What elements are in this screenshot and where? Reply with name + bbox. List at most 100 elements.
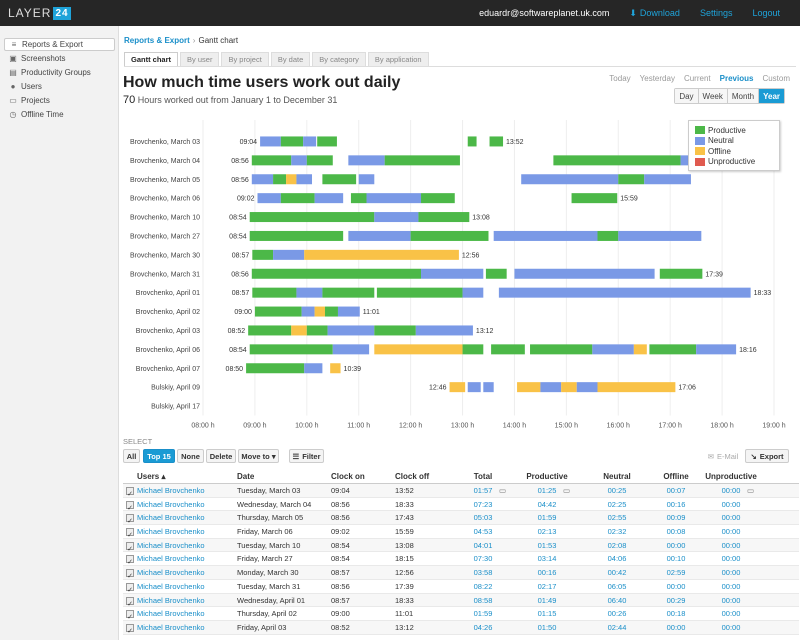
row-checkbox[interactable]: ✓ [126, 596, 134, 608]
table-cell[interactable]: 04:06 [607, 554, 627, 564]
gantt-segment[interactable] [374, 325, 416, 336]
user-email[interactable]: eduardr@softwareplanet.uk.com [479, 8, 610, 18]
column-header[interactable]: Date [237, 472, 255, 481]
gantt-segment[interactable] [337, 306, 360, 317]
table-cell[interactable]: Michael Brovchenko [137, 527, 205, 537]
table-cell[interactable]: 01:59 [537, 513, 557, 523]
table-cell[interactable]: 08:22 [473, 581, 493, 591]
report-tab[interactable]: By date [270, 52, 311, 66]
gantt-segment[interactable] [483, 382, 494, 393]
gantt-segment[interactable] [571, 193, 618, 204]
sidebar-item[interactable]: ▣ Screenshots [4, 52, 115, 65]
table-cell[interactable]: 00:29 [666, 595, 686, 605]
gantt-segment[interactable] [618, 230, 702, 241]
table-row[interactable]: ✓ Michael Brovchenko Friday, April 03 08:52… [123, 620, 799, 635]
gantt-segment[interactable] [633, 344, 647, 355]
gantt-segment[interactable] [306, 155, 333, 166]
gantt-segment[interactable] [618, 174, 645, 185]
table-cell[interactable]: 00:18 [666, 609, 686, 619]
column-header[interactable]: Unproductive [705, 472, 757, 481]
table-cell[interactable]: 00:10 [666, 554, 686, 564]
gantt-segment[interactable] [644, 174, 691, 185]
table-cell[interactable]: Michael Brovchenko [137, 554, 205, 564]
table-row[interactable]: ✓ Michael Brovchenko Thursday, April 02 09:… [123, 607, 799, 621]
table-cell[interactable]: Michael Brovchenko [137, 486, 205, 495]
gantt-segment[interactable] [498, 287, 751, 298]
gantt-segment[interactable] [553, 155, 681, 166]
sidebar-item[interactable]: ▭ Projects [4, 94, 115, 107]
gantt-segment[interactable] [491, 344, 525, 355]
gantt-segment[interactable] [597, 230, 619, 241]
delete-button[interactable]: Delete [206, 449, 236, 463]
table-row[interactable]: ✓ Michael Brovchenko Thursday, March 05 08:… [123, 511, 799, 525]
column-header[interactable]: Neutral [603, 472, 631, 481]
table-row[interactable]: ✓ Michael Brovchenko Tuesday, March 03 09:0… [123, 484, 799, 498]
gantt-segment[interactable] [350, 193, 367, 204]
column-header[interactable]: Clock off [395, 472, 430, 481]
table-cell[interactable]: 06:05 [607, 581, 627, 591]
settings-link[interactable]: Settings [699, 8, 733, 18]
gantt-segment[interactable] [327, 325, 375, 336]
period-option[interactable]: Previous [719, 74, 754, 83]
table-cell[interactable]: 00:00 [721, 499, 741, 509]
table-cell[interactable]: 01:15 [537, 609, 557, 619]
report-tab[interactable]: Gantt chart [124, 52, 179, 66]
column-header[interactable]: Total [473, 472, 493, 481]
table-cell[interactable]: 00:00 [721, 622, 741, 632]
gantt-segment[interactable] [301, 306, 315, 317]
gantt-segment[interactable] [462, 287, 484, 298]
table-row[interactable]: ✓ Michael Brovchenko Wednesday, April 01 08… [123, 593, 799, 608]
gantt-segment[interactable] [489, 136, 504, 147]
table-cell[interactable]: 08:58 [473, 595, 493, 605]
gantt-segment[interactable] [330, 363, 341, 374]
period-option[interactable]: Current [683, 74, 711, 83]
table-cell[interactable]: 00:00 [721, 581, 741, 591]
table-cell[interactable]: 00:00 [721, 595, 741, 605]
table-cell[interactable]: 00:16 [666, 499, 686, 509]
table-cell[interactable]: Michael Brovchenko [137, 622, 205, 632]
gantt-segment[interactable] [384, 155, 460, 166]
period-option[interactable]: Today [609, 74, 631, 83]
gantt-segment[interactable] [280, 193, 315, 204]
gantt-segment[interactable] [296, 174, 313, 185]
gantt-segment[interactable] [374, 212, 419, 223]
table-cell[interactable]: 02:13 [537, 527, 557, 537]
table-cell[interactable]: 01:49 [537, 595, 557, 605]
table-cell[interactable]: Michael Brovchenko [137, 609, 205, 619]
gantt-segment[interactable] [304, 249, 459, 260]
table-row[interactable]: ✓ Michael Brovchenko Friday, March 06 09:02… [123, 525, 799, 539]
table-cell[interactable]: 00:00 [721, 486, 741, 495]
gantt-segment[interactable] [273, 174, 287, 185]
gantt-segment[interactable] [314, 193, 344, 204]
row-checkbox[interactable]: ✓ [126, 541, 134, 553]
gantt-segment[interactable] [348, 230, 411, 241]
logout-link[interactable]: Logout [752, 8, 780, 18]
gantt-segment[interactable] [421, 193, 455, 204]
gantt-segment[interactable] [696, 344, 737, 355]
table-cell[interactable]: 04:01 [473, 540, 493, 550]
gantt-segment[interactable] [291, 155, 307, 166]
table-cell[interactable]: 01:25 [537, 486, 557, 495]
gantt-segment[interactable] [322, 287, 375, 298]
table-cell[interactable]: 01:59 [473, 609, 493, 619]
row-checkbox[interactable]: ✓ [126, 500, 134, 512]
email-button[interactable]: ✉ E-Mail [705, 449, 741, 463]
gantt-segment[interactable] [348, 155, 385, 166]
gantt-segment[interactable] [291, 325, 307, 336]
table-cell[interactable]: 02:59 [666, 568, 686, 578]
gantt-segment[interactable] [597, 382, 676, 393]
gantt-segment[interactable] [306, 325, 328, 336]
gantt-segment[interactable] [449, 382, 466, 393]
table-cell[interactable]: 06:40 [607, 595, 627, 605]
period-option[interactable]: Yesterday [639, 74, 675, 83]
table-cell[interactable]: 02:44 [607, 622, 627, 632]
gantt-segment[interactable] [286, 174, 297, 185]
table-cell[interactable]: 01:57 [473, 486, 493, 495]
table-cell[interactable]: 00:08 [666, 527, 686, 537]
table-cell[interactable]: 00:07 [666, 486, 686, 495]
gantt-segment[interactable] [649, 344, 697, 355]
gantt-segment[interactable] [248, 325, 292, 336]
gantt-segment[interactable] [324, 306, 338, 317]
table-cell[interactable]: 07:23 [473, 499, 493, 509]
range-option[interactable]: Year [759, 89, 784, 103]
